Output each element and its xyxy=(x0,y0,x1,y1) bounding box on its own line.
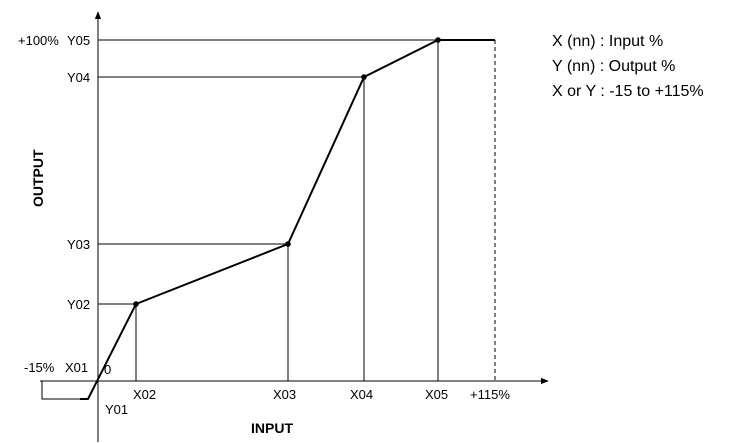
legend-line-2: Y (nn) : Output % xyxy=(552,58,675,75)
label-x-max: +115% xyxy=(470,387,510,402)
label-x01: X01 xyxy=(65,360,88,375)
label-y04: Y04 xyxy=(67,70,90,85)
label-x05: X05 xyxy=(425,387,448,402)
label-x04: X04 xyxy=(350,387,373,402)
point-p4 xyxy=(361,74,367,80)
point-p5 xyxy=(435,37,441,43)
x-axis-title: INPUT xyxy=(251,420,293,436)
label-y02: Y02 xyxy=(67,297,90,312)
y-axis-title: OUTPUT xyxy=(30,149,46,207)
label-x02: X02 xyxy=(133,387,156,402)
label-x-min: -15% xyxy=(24,360,55,375)
point-p3 xyxy=(285,241,291,247)
point-p2 xyxy=(133,301,139,307)
label-origin: 0 xyxy=(104,362,111,377)
label-x03: X03 xyxy=(273,387,296,402)
bracket-x-min xyxy=(41,381,80,400)
legend-line-3: X or Y : -15 to +115% xyxy=(552,83,704,100)
label-y03: Y03 xyxy=(67,237,90,252)
legend-line-1: X (nn) : Input % xyxy=(552,33,663,50)
label-y05: Y05 xyxy=(67,33,90,48)
label-y01: Y01 xyxy=(105,402,128,417)
label-y-max: +100% xyxy=(18,33,59,48)
